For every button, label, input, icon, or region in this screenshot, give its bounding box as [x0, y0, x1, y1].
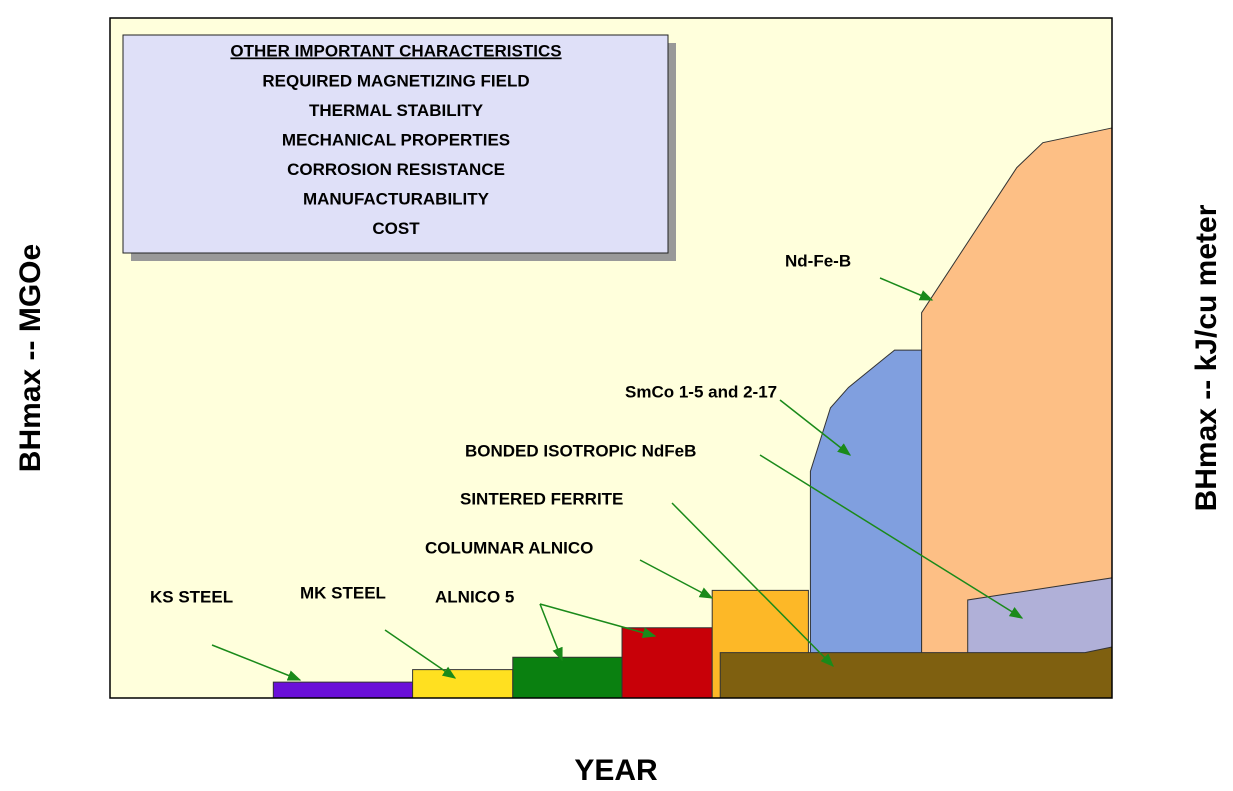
- annotation-arrow: [211, 644, 302, 681]
- box-item: MECHANICAL PROPERTIES: [282, 130, 510, 149]
- annotation-arrow: [879, 277, 934, 301]
- annotation: Nd-Fe-B: [785, 251, 851, 270]
- box-item: COST: [372, 219, 420, 238]
- annotation-arrow: [539, 603, 563, 662]
- box-title: OTHER IMPORTANT CHARACTERISTICS: [230, 41, 561, 60]
- annotation: KS STEEL: [150, 587, 233, 606]
- area: [512, 656, 623, 699]
- annotation: MK STEEL: [300, 583, 386, 602]
- annotation: SmCo 1-5 and 2-17: [625, 382, 777, 401]
- box-item: MANUFACTURABILITY: [303, 189, 490, 208]
- annotation-arrow: [759, 454, 1024, 619]
- annotation-arrow: [384, 629, 457, 679]
- x-axis-label: YEAR: [574, 754, 658, 787]
- box-item: THERMAL STABILITY: [309, 101, 484, 120]
- box-item: REQUIRED MAGNETIZING FIELD: [262, 71, 529, 90]
- area: [412, 669, 514, 699]
- plot-frame: [109, 17, 1113, 699]
- annotation: ALNICO 5: [435, 587, 514, 606]
- annotation-arrow: [779, 399, 852, 456]
- annotation-arrow: [671, 502, 834, 667]
- annotation-arrow: [539, 603, 657, 638]
- area: [719, 646, 1113, 699]
- y-axis-label: BHmax -- MGOe: [14, 244, 47, 472]
- annotation: BONDED ISOTROPIC NdFeB: [465, 441, 696, 460]
- annotation: COLUMNAR ALNICO: [425, 538, 593, 557]
- annotation: SINTERED FERRITE: [460, 489, 623, 508]
- box-item: CORROSION RESISTANCE: [287, 160, 505, 179]
- y2-axis-label: BHmax -- kJ/cu meter: [1190, 204, 1223, 511]
- area: [621, 627, 713, 699]
- annotation-arrow: [639, 559, 714, 599]
- area: [272, 681, 414, 699]
- box: [122, 34, 669, 254]
